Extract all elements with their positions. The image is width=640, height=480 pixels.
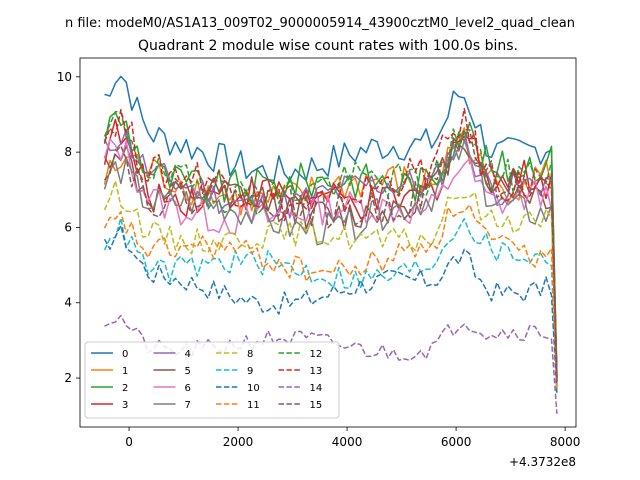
x-tick-label: 6000 [441,435,472,449]
series-line-0 [104,75,558,375]
x-tick-label: 8000 [550,435,581,449]
x-tick-label: 2000 [223,435,254,449]
x-tick-label: 0 [125,435,133,449]
legend-label-10: 10 [247,383,260,394]
legend-label-8: 8 [247,349,253,360]
y-axis: 2 4 6 8 10 [57,70,80,385]
legend-label-4: 4 [185,349,191,360]
chart-title: Quadrant 2 module wise count rates with … [138,38,518,54]
legend-label-6: 6 [185,383,191,394]
x-tick-label: 4000 [332,435,363,449]
x-axis: 0 2000 4000 6000 8000 [125,427,580,449]
figure-suptitle: n file: modeM0/AS1A13_009T02_9000005914_… [65,16,575,31]
series-line-12 [103,110,558,379]
series-line-11 [103,204,558,390]
series-line-6 [103,138,558,386]
series-line-15 [103,128,558,382]
series-line-8 [103,180,558,390]
legend-label-1: 1 [122,366,128,377]
axes-frame [79,57,577,428]
legend-label-13: 13 [310,366,323,377]
legend-label-11: 11 [247,400,260,411]
y-tick-label: 2 [64,371,72,385]
series-line-9 [103,217,558,394]
legend-label-0: 0 [122,349,128,360]
legend-label-7: 7 [185,400,191,411]
legend-label-12: 12 [310,349,323,360]
legend-label-5: 5 [185,366,191,377]
legend-label-9: 9 [247,366,253,377]
y-tick-label: 4 [64,296,72,310]
x-offset-label: +4.3732e8 [509,455,576,469]
series-line-10 [103,224,558,394]
y-tick-label: 6 [64,220,72,234]
series-line-14 [104,314,558,414]
legend-label-15: 15 [310,400,323,411]
series-line-13 [103,107,558,379]
legend-label-2: 2 [122,383,128,394]
y-tick-label: 8 [64,145,72,159]
legend-box [84,341,340,419]
legend-label-3: 3 [122,400,128,411]
legend-label-14: 14 [310,383,323,394]
y-tick-label: 10 [57,70,72,84]
series-group [103,75,558,414]
